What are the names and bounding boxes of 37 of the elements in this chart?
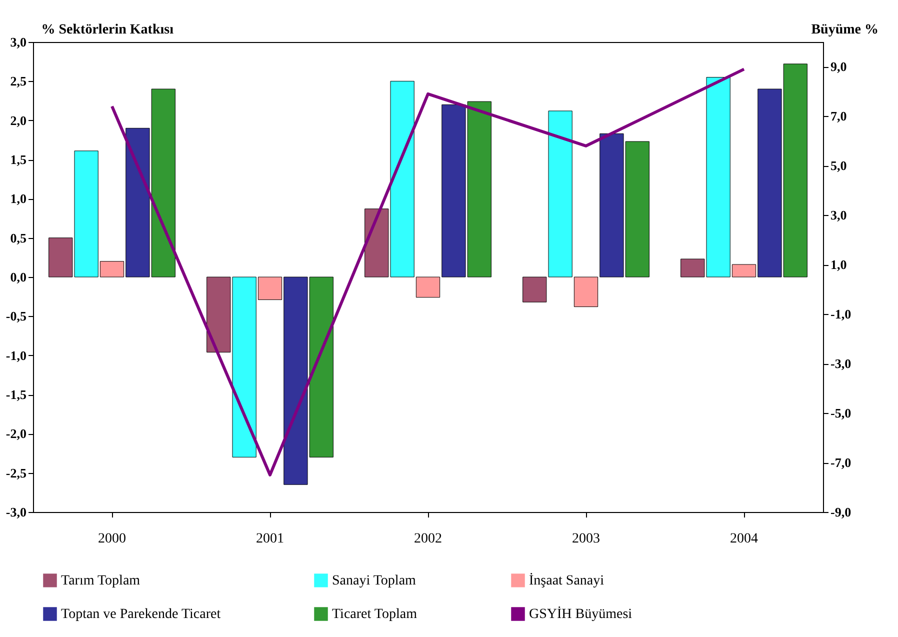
- legend-label: Ticaret Toplam: [332, 607, 418, 622]
- y-tick-label: -0,5: [6, 308, 27, 324]
- y-tick-label: 2,0: [10, 112, 26, 128]
- legend-label: GSYİH Büyümesi: [529, 606, 632, 622]
- x-tick-label: 2004: [730, 532, 758, 546]
- y-tick-label: 2,5: [10, 74, 27, 89]
- y2-tick-label: -9,0: [830, 504, 852, 520]
- y2-tick-label: 7,0: [830, 108, 847, 124]
- y-tick-label: 1,0: [10, 191, 26, 206]
- y-tick-label: -2,5: [6, 465, 27, 480]
- y2-axis-title: Büyüme %: [811, 22, 878, 38]
- y-tick-label: -1,5: [6, 387, 27, 402]
- y2-tick-label: -1,0: [830, 306, 852, 322]
- y-tick-label: 0,5: [10, 230, 27, 246]
- legend-label: Toptan ve Parekende Ticaret: [61, 607, 221, 622]
- y2-tick-label: 3,0: [830, 208, 847, 223]
- y2-tick-label: 9,0: [830, 59, 847, 74]
- y2-tick-label: -5,0: [830, 406, 852, 421]
- y-tick-label: 1,5: [10, 152, 27, 167]
- y-tick-label: -3,0: [6, 504, 26, 520]
- legend-label: İnşaat Sanayi: [529, 572, 604, 588]
- y2-tick-label: -7,0: [830, 455, 852, 470]
- legend-label: Tarım Toplam: [61, 573, 140, 588]
- y2-tick-label: -3,0: [830, 356, 852, 372]
- y-tick-label: -2,0: [6, 426, 26, 442]
- y-axis-title: % Sektörlerin Katkısı: [41, 22, 174, 38]
- y2-tick-label: 1,0: [830, 257, 847, 272]
- y-tick-label: 3,0: [10, 34, 26, 50]
- x-tick-label: 2001: [256, 532, 284, 546]
- y2-tick-label: 5,0: [830, 158, 847, 174]
- x-tick-label: 2000: [98, 532, 126, 546]
- legend-label: Sanayi Toplam: [332, 573, 416, 588]
- x-tick-label: 2003: [572, 532, 600, 546]
- x-tick-label: 2002: [414, 532, 442, 546]
- y-tick-label: 0,0: [10, 270, 26, 284]
- y-tick-label: -1,0: [6, 348, 26, 363]
- line-series: [110, 68, 746, 476]
